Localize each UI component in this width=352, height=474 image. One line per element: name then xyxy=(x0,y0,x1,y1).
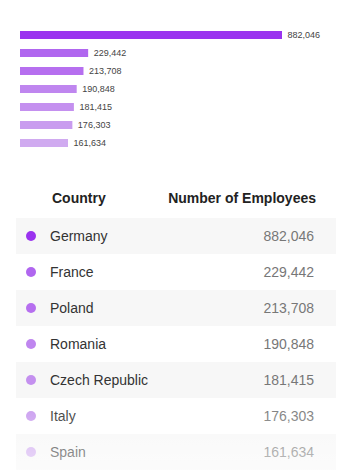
svg-text:882,046: 882,046 xyxy=(288,30,321,40)
html-text:Country: Country xyxy=(52,190,106,206)
html-text:France: France xyxy=(50,264,94,280)
html-text:Poland: Poland xyxy=(50,300,94,316)
svg-text:176,303: 176,303 xyxy=(78,120,111,130)
html-text:Spain: Spain xyxy=(50,444,86,460)
html-text:213,708: 213,708 xyxy=(263,300,314,316)
html-text:Italy: Italy xyxy=(50,408,76,424)
svg-text:181,415: 181,415 xyxy=(79,102,112,112)
html-text:Romania: Romania xyxy=(50,336,106,352)
html-text:190,848: 190,848 xyxy=(263,336,314,352)
html-text:Czech Republic: Czech Republic xyxy=(50,372,149,388)
html-text:181,415: 181,415 xyxy=(263,372,314,388)
svg-text:229,442: 229,442 xyxy=(94,48,127,58)
html-text:Number of Employees: Number of Employees xyxy=(168,190,316,206)
html-text:Germany: Germany xyxy=(50,228,108,244)
svg-text:190,848: 190,848 xyxy=(82,84,115,94)
html-text:882,046: 882,046 xyxy=(263,228,314,244)
html-text:176,303: 176,303 xyxy=(263,408,314,424)
svg-text:161,634: 161,634 xyxy=(74,138,107,148)
svg-text:213,708: 213,708 xyxy=(89,66,122,76)
html-text:229,442: 229,442 xyxy=(263,264,314,280)
html-text:161,634: 161,634 xyxy=(263,444,314,460)
